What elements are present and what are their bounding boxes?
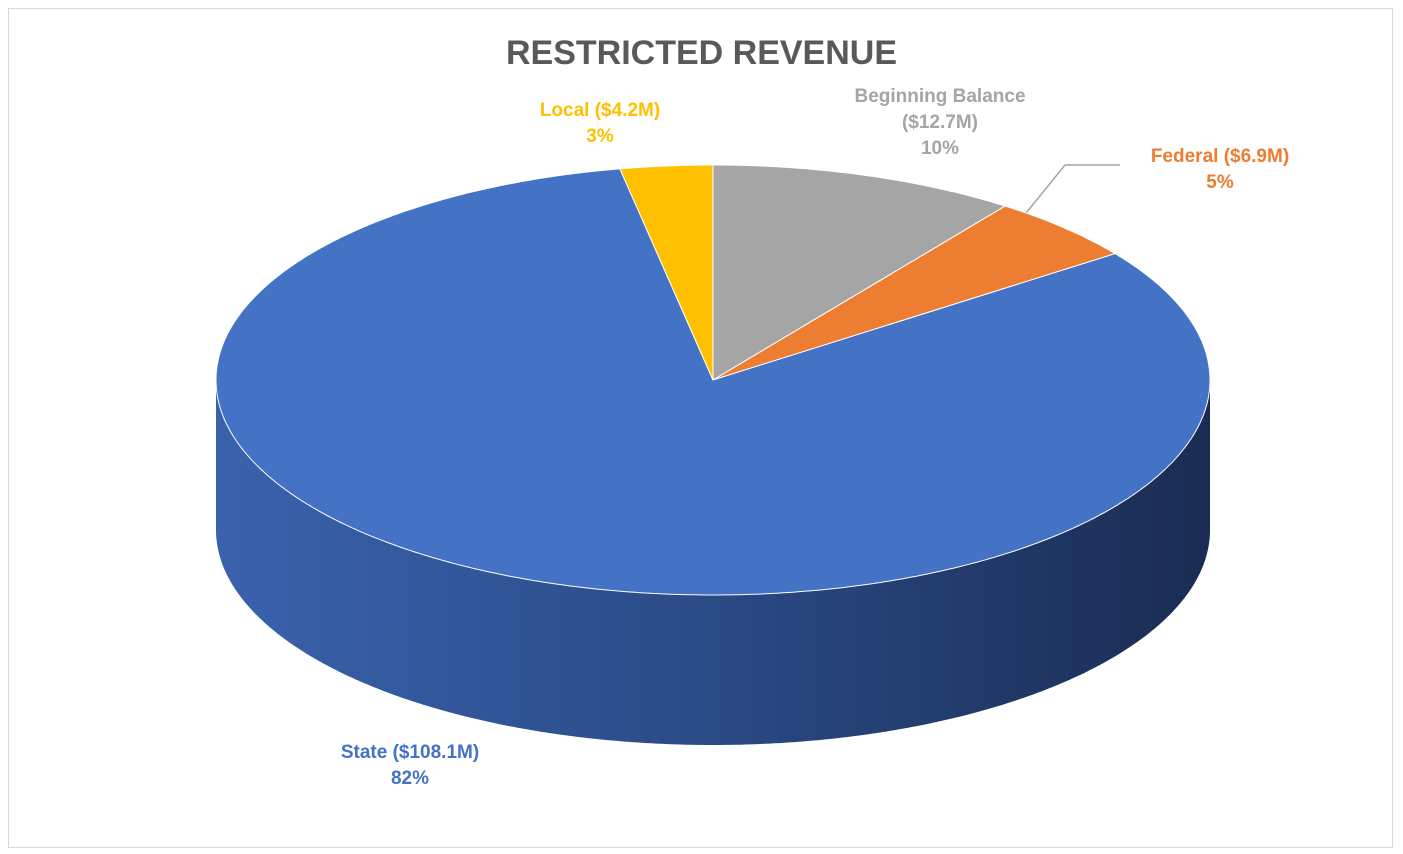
- data-label: Federal ($6.9M) 5%: [1110, 144, 1330, 196]
- pie-slice: [215, 168, 1211, 596]
- pie-side: [216, 380, 1210, 745]
- pie-slice: [712, 164, 1007, 381]
- category-label: Local ($4.2M): [539, 100, 661, 121]
- chart-title: RESTRICTED REVENUE: [505, 34, 898, 72]
- leader-line: [1021, 164, 1120, 219]
- data-label: Local ($4.2M) 3%: [500, 98, 700, 150]
- pie-slice: [619, 164, 714, 381]
- data-label: Beginning Balance ($12.7M) 10%: [820, 84, 1060, 162]
- value-label: 5%: [1206, 172, 1234, 193]
- pie-slice: [712, 205, 1117, 381]
- chart-frame: [8, 8, 1393, 848]
- value-label: 3%: [586, 126, 614, 147]
- data-label: State ($108.1M) 82%: [290, 740, 530, 792]
- value-label: 82%: [390, 768, 430, 789]
- category-label: Federal ($6.9M): [1150, 146, 1290, 167]
- value-label: 10%: [920, 138, 960, 159]
- category-label: Beginning Balance ($12.7M): [854, 86, 1026, 133]
- category-label: State ($108.1M): [340, 742, 480, 763]
